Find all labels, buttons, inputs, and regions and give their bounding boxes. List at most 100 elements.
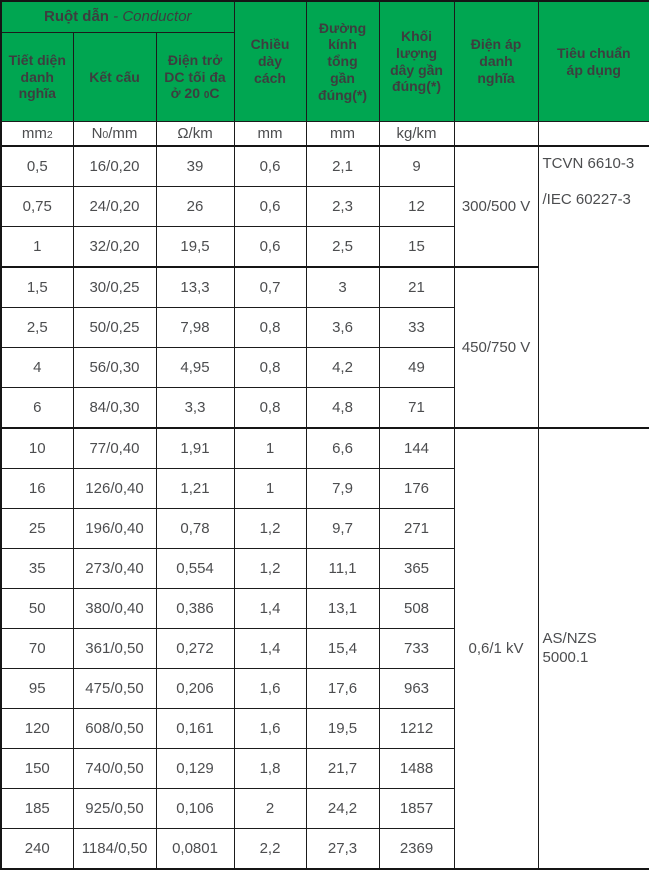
cell-diameter: 11,1 — [305, 548, 380, 589]
cell-area: 35 — [0, 548, 74, 589]
cell-area: 150 — [0, 748, 74, 789]
cell-structure: 16/0,20 — [72, 145, 157, 187]
cell-thickness: 1,4 — [233, 628, 307, 669]
cell-diameter: 2,3 — [305, 186, 380, 227]
standard-line: TCVN 6610-3 — [542, 155, 635, 172]
cell-structure: 84/0,30 — [72, 387, 157, 429]
header-resistance-line1: Điện trở — [167, 51, 223, 68]
cell-diameter: 7,9 — [305, 468, 380, 509]
cell-thickness: 1,6 — [233, 708, 307, 749]
unit-area: mm2 — [0, 121, 74, 147]
cell-resistance: 39 — [155, 145, 235, 187]
cell-area: 25 — [0, 508, 74, 549]
cell-resistance: 0,129 — [155, 748, 235, 789]
header-thickness: Chiều dày cách — [233, 0, 307, 122]
cell-structure: 361/0,50 — [72, 628, 157, 669]
cell-diameter: 13,1 — [305, 588, 380, 629]
cell-resistance: 1,21 — [155, 468, 235, 509]
cell-structure: 740/0,50 — [72, 748, 157, 789]
table-row: 0,75 24/0,20 26 0,6 2,3 12 — [0, 186, 649, 227]
header-structure: Kết cấu — [72, 32, 157, 122]
standard-group-cell: TCVN 6610-3/IEC 60227-3 — [537, 145, 649, 429]
cell-structure: 196/0,40 — [72, 508, 157, 549]
cell-area: 2,5 — [0, 307, 74, 348]
cell-resistance: 0,0801 — [155, 828, 235, 870]
header-conductor-subtitle: - Conductor — [113, 8, 192, 25]
cell-diameter: 4,8 — [305, 387, 380, 429]
table-row: 1,5 30/0,25 13,3 0,7 3 21 450/750 V — [0, 266, 649, 429]
cell-resistance: 0,161 — [155, 708, 235, 749]
unit-thickness: mm — [233, 121, 307, 147]
cell-resistance: 7,98 — [155, 307, 235, 348]
cell-thickness: 0,6 — [233, 186, 307, 227]
cell-weight: 1488 — [378, 748, 455, 789]
cell-structure: 50/0,25 — [72, 307, 157, 348]
cell-weight: 365 — [378, 548, 455, 589]
cell-area: 6 — [0, 387, 74, 429]
cell-structure: 24/0,20 — [72, 186, 157, 227]
cell-area: 50 — [0, 588, 74, 629]
cell-weight: 963 — [378, 668, 455, 709]
table-row: 70 361/0,50 0,272 1,4 15,4 733 — [0, 628, 649, 669]
cell-thickness: 0,7 — [233, 266, 307, 308]
unit-diameter: mm — [305, 121, 380, 147]
cell-area: 240 — [0, 828, 74, 870]
header-standard: Tiêu chuẩn áp dụng — [537, 0, 649, 122]
cell-diameter: 21,7 — [305, 748, 380, 789]
cell-resistance: 19,5 — [155, 226, 235, 268]
standard-line: /IEC 60227-3 — [542, 191, 631, 209]
cell-resistance: 0,78 — [155, 508, 235, 549]
cell-thickness: 0,8 — [233, 307, 307, 348]
header-row-conductor: Ruột dẫn - Conductor Chiều dày cách Đườn… — [0, 0, 649, 122]
cell-diameter: 3,6 — [305, 307, 380, 348]
cell-area: 0,5 — [0, 145, 74, 187]
unit-resistance: Ω/km — [155, 121, 235, 147]
cell-thickness: 1,2 — [233, 508, 307, 549]
cell-resistance: 4,95 — [155, 347, 235, 388]
cell-diameter: 2,1 — [305, 145, 380, 187]
cell-thickness: 1,4 — [233, 588, 307, 629]
cell-structure: 56/0,30 — [72, 347, 157, 388]
standard-line: AS/NZS — [542, 629, 597, 647]
cell-weight: 71 — [378, 387, 455, 429]
cell-diameter: 2,5 — [305, 226, 380, 268]
header-conductor-group: Ruột dẫn - Conductor — [0, 0, 235, 33]
voltage-group-cell: 450/750 V — [453, 266, 539, 429]
cell-thickness: 0,6 — [233, 226, 307, 268]
cell-resistance: 0,206 — [155, 668, 235, 709]
cell-diameter: 3 — [305, 266, 380, 308]
unit-standard-empty — [537, 121, 649, 147]
cell-thickness: 1,8 — [233, 748, 307, 789]
header-weight: Khối lượng dây gần đúng(*) — [378, 0, 455, 122]
cell-thickness: 1,2 — [233, 548, 307, 589]
voltage-group-cell: 0,6/1 kV — [453, 427, 539, 870]
cell-thickness: 2 — [233, 788, 307, 829]
standard-group-cell: AS/NZS 5000.1 — [537, 427, 649, 870]
cell-structure: 273/0,40 — [72, 548, 157, 589]
cell-thickness: 2,2 — [233, 828, 307, 870]
cell-weight: 21 — [378, 266, 455, 308]
cell-thickness: 1 — [233, 427, 307, 469]
cell-area: 0,75 — [0, 186, 74, 227]
spec-table-body: 0,5 16/0,20 39 0,6 2,1 9 300/500 V TCVN 6610-3/… — [0, 145, 649, 870]
table-row: 16 126/0,40 1,21 1 7,9 176 — [0, 468, 649, 509]
standard-line: 5000.1 — [542, 648, 589, 666]
header-voltage: Điện áp danh nghĩa — [453, 0, 539, 122]
cell-diameter: 19,5 — [305, 708, 380, 749]
unit-structure: N0/mm — [72, 121, 157, 147]
cell-weight: 1212 — [378, 708, 455, 749]
cell-area: 95 — [0, 668, 74, 709]
cell-structure: 126/0,40 — [72, 468, 157, 509]
cell-area: 10 — [0, 427, 74, 469]
cell-weight: 15 — [378, 226, 455, 268]
header-area: Tiết diện danh nghĩa — [0, 32, 74, 122]
cell-structure: 380/0,40 — [72, 588, 157, 629]
voltage-group-cell: 300/500 V — [453, 145, 539, 268]
cell-area: 1 — [0, 226, 74, 268]
unit-weight: kg/km — [378, 121, 455, 147]
cell-thickness: 1,6 — [233, 668, 307, 709]
cell-resistance: 26 — [155, 186, 235, 227]
cell-resistance: 0,554 — [155, 548, 235, 589]
cell-diameter: 27,3 — [305, 828, 380, 870]
